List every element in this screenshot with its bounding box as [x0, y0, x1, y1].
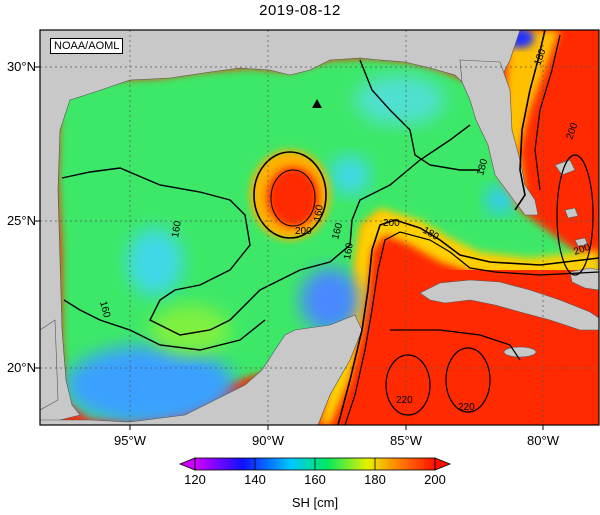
- cold-region-southwest: [65, 345, 235, 425]
- marker-triangle: [312, 99, 322, 108]
- colorbar-tick: 200: [424, 472, 446, 487]
- contour-label: 200: [383, 218, 400, 229]
- contour-caribbean-200: [390, 329, 521, 361]
- land-cuba: [419, 279, 599, 331]
- contour-eddy-inner: [270, 169, 316, 227]
- contour-220-b: [445, 347, 491, 413]
- colorbar-label: SH [cm]: [291, 495, 339, 510]
- cyan-patch-florida: [485, 186, 515, 214]
- warm-eddy-core: [267, 167, 319, 227]
- contour-label: 160: [97, 300, 112, 319]
- lon-tick-90w: 90°W: [252, 433, 284, 448]
- contour-label: 160: [170, 220, 184, 239]
- cold-eddy-west: [127, 228, 183, 296]
- contour-label: 200: [295, 226, 312, 237]
- land-jamaica: [503, 346, 537, 358]
- lat-tick-30n: 30°N: [6, 59, 36, 74]
- contour-florida-200: [534, 34, 561, 191]
- land-bahamas: [554, 159, 576, 176]
- land-florida: [459, 59, 539, 216]
- cold-eddy-campeche: [300, 268, 360, 332]
- lat-tick-25n: 25°N: [6, 213, 36, 228]
- contour-220-c: [556, 154, 594, 276]
- contour-label: 160: [330, 221, 345, 240]
- contour-220-a: [385, 354, 431, 416]
- credit-badge: NOAA/AOML: [50, 38, 124, 54]
- map-title: 2019-08-12: [259, 2, 341, 19]
- colorbar-tick: 180: [364, 472, 386, 487]
- colorbar-tick: 120: [184, 472, 206, 487]
- cyan-patch-center: [330, 155, 370, 195]
- contour-label: 180: [475, 157, 490, 176]
- contour-label: 220: [458, 402, 475, 413]
- contour-florida-180: [514, 30, 546, 211]
- contour-eddy-outer: [253, 151, 327, 239]
- land-yucatan-central-america: [40, 314, 363, 425]
- lon-tick-80w: 80°W: [527, 433, 559, 448]
- yellow-patch-south: [150, 305, 230, 355]
- land-bahamas-3: [574, 237, 589, 247]
- lat-tick-20n: 20°N: [6, 360, 36, 375]
- colorbar-tick: 160: [304, 472, 326, 487]
- contour-160-lower: [63, 299, 266, 351]
- lon-tick-95w: 95°W: [114, 433, 146, 448]
- lon-tick-85w: 85°W: [390, 433, 422, 448]
- contour-160-west: [61, 124, 471, 336]
- contour-label: 160: [312, 204, 326, 223]
- colorbar: [178, 457, 452, 471]
- loop-current-edge: [320, 208, 599, 425]
- land-bahamas-2: [564, 207, 579, 219]
- contour-label: 220: [396, 395, 413, 406]
- contour-160-north: [359, 59, 480, 171]
- contour-label: 160: [342, 242, 356, 261]
- colorbar-tick: 140: [244, 472, 266, 487]
- land-south-america-corner: [40, 319, 59, 411]
- contour-loop-200: [344, 231, 599, 425]
- plot-frame: [39, 29, 600, 426]
- cyan-patch-north: [355, 75, 445, 125]
- contour-loop-180: [337, 219, 599, 425]
